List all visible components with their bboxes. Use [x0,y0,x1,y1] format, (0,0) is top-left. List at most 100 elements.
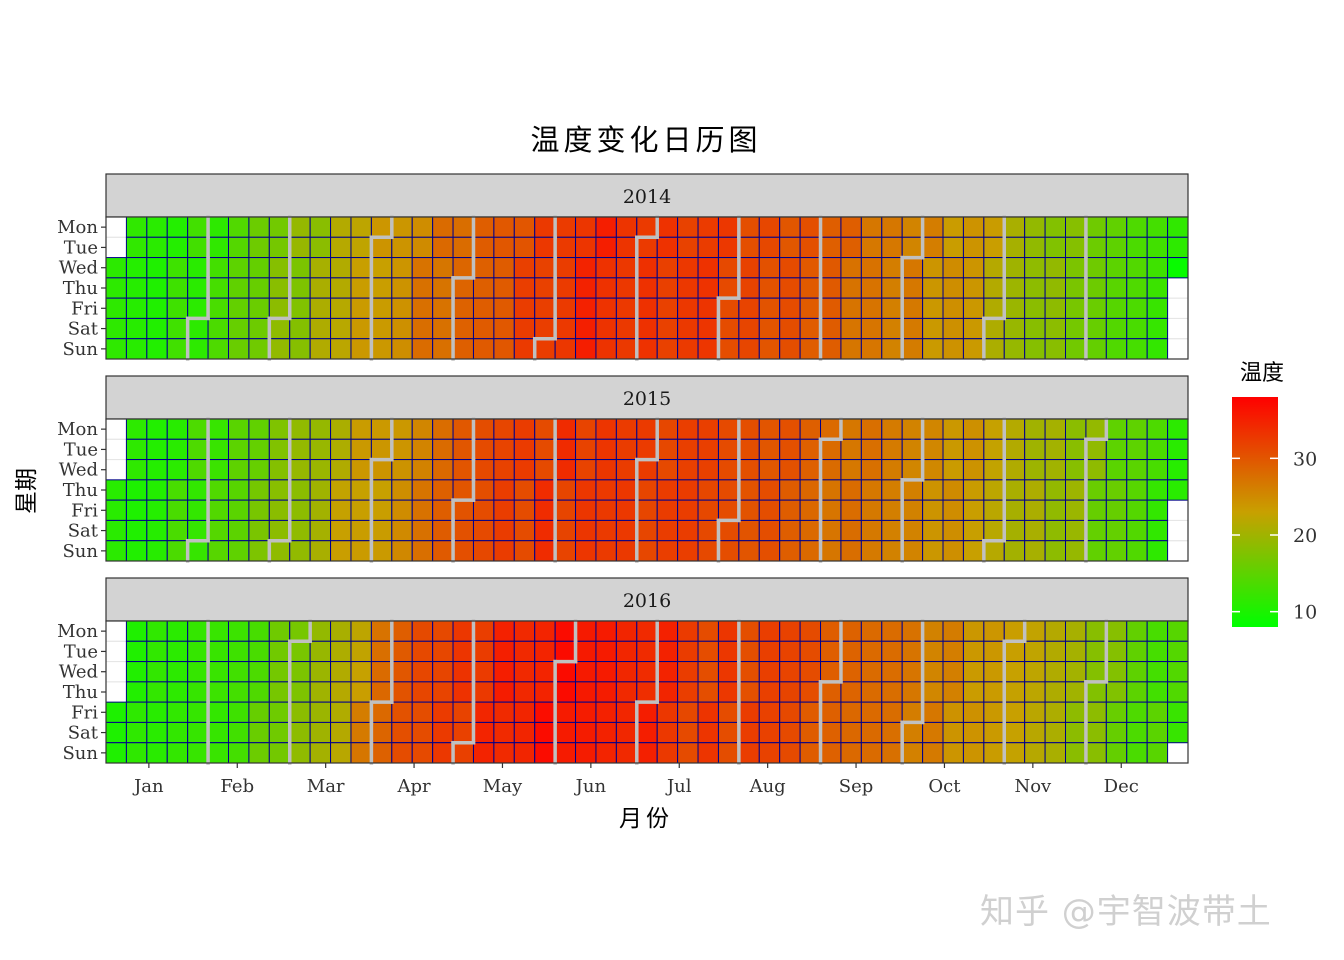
day-cell [187,236,209,259]
day-cell [432,277,454,299]
day-cell [452,236,474,259]
day-cell [860,257,883,279]
color-legend: 10 20 30 [1232,397,1317,627]
day-cell [901,519,924,542]
day-cell [411,540,434,562]
day-cell [227,418,250,440]
y-tick-label: Sun [62,339,98,360]
day-cell [1085,216,1107,238]
day-cell [575,338,597,360]
day-cell [575,479,597,501]
day-cell [125,459,148,481]
day-cell [534,721,556,744]
day-cell [717,540,740,562]
day-cell [983,418,1005,440]
day-cell [411,620,434,642]
day-cell [983,277,1005,299]
day-cell [595,701,617,723]
day-cell [901,277,924,299]
y-tick-label: Thu [63,682,98,703]
facet-strip-label: 2014 [623,186,671,208]
day-cell [860,297,883,319]
day-cell [268,418,291,440]
day-cell [656,479,679,501]
day-cell [370,317,393,340]
day-cell [207,216,229,238]
day-cell [105,701,127,723]
day-cell [1085,661,1107,683]
day-cell [554,297,577,319]
day-cell [697,257,719,279]
day-cell [983,438,1005,461]
day-cell [166,277,189,299]
day-cell [350,721,372,744]
day-cell [1105,620,1128,642]
day-cell [207,701,229,723]
day-cell [779,459,801,481]
day-cell [758,317,781,340]
day-cell [758,499,781,521]
day-cell [248,317,270,340]
day-cell [207,459,229,481]
day-cell [1146,459,1169,481]
day-cell [268,338,291,360]
day-cell [554,681,577,703]
day-cell [452,277,474,299]
day-cell [758,701,781,723]
day-cell [799,661,822,683]
day-cell [166,257,189,279]
day-cell [248,721,270,744]
day-cell [411,236,434,259]
day-cell [472,742,495,764]
day-cell [1024,438,1046,461]
day-cell [1085,519,1107,542]
day-cell [166,459,189,481]
day-cell [1065,540,1087,562]
day-cell [881,661,903,683]
day-cell [493,721,515,744]
x-tick-label: Apr [396,776,431,797]
day-cell [554,721,577,744]
day-cell [615,540,638,562]
day-cell [1126,459,1148,481]
day-cell [799,742,822,764]
day-cell [1105,338,1128,360]
day-cell [677,721,699,744]
day-cell [1167,459,1189,481]
day-cell [248,277,270,299]
legend-tick-label: 30 [1293,448,1317,470]
day-cell [1105,640,1128,663]
day-cell [554,742,577,764]
day-cell [146,257,168,279]
day-cell [595,540,617,562]
day-cell [595,681,617,703]
day-cell [187,721,209,744]
day-cell [860,742,883,764]
day-cell [1003,701,1026,723]
day-cell [636,742,658,764]
day-cell [901,438,924,461]
day-cell [268,540,291,562]
day-cell [942,640,964,663]
day-cell [227,721,250,744]
day-cell [758,277,781,299]
day-cell [1044,438,1067,461]
day-cell [717,661,740,683]
day-cell [248,479,270,501]
day-cell [493,701,515,723]
day-cell [656,701,679,723]
day-cell [738,721,760,744]
day-cell [656,257,679,279]
day-cell [330,459,352,481]
day-cell [146,277,168,299]
day-cell [166,519,189,542]
day-cell [615,640,638,663]
day-cell [187,519,209,542]
day-cell [942,317,964,340]
day-cell [350,742,372,764]
day-cell [248,640,270,663]
day-cell [901,257,924,279]
day-cell [125,257,148,279]
day-cell [187,681,209,703]
day-cell [758,479,781,501]
